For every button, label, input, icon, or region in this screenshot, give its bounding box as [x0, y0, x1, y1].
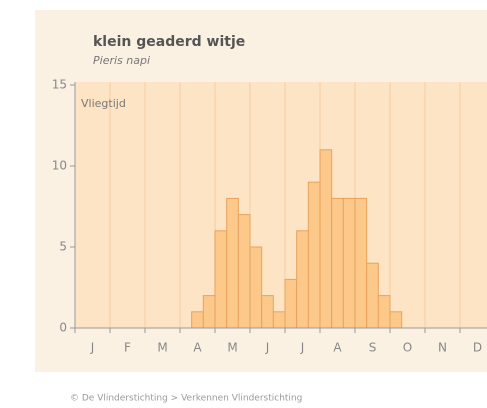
x-tick-label: A: [193, 341, 202, 355]
bar: [342, 197, 356, 329]
y-tick-label: 10: [52, 159, 67, 173]
y-tick-label: 15: [52, 78, 67, 92]
bar: [237, 214, 251, 329]
bar: [284, 278, 298, 329]
bar: [296, 230, 309, 329]
y-tick-label: 0: [59, 321, 67, 335]
x-tick-label: N: [438, 341, 447, 355]
x-tick-label: D: [473, 341, 482, 355]
footer: © De Vlinderstichting > Verkennen Vlinde…: [70, 394, 302, 404]
x-tick-label: M: [227, 341, 237, 355]
bar: [319, 149, 333, 329]
plot-area: [75, 82, 487, 328]
bar: [191, 311, 204, 329]
chart-subtitle: Pieris napi: [93, 54, 150, 67]
x-tick-label: F: [124, 341, 131, 355]
bar: [249, 246, 263, 329]
bar: [366, 262, 379, 329]
bar: [377, 295, 391, 329]
x-tick-label: S: [369, 341, 377, 355]
x-tick-label: A: [333, 341, 342, 355]
x-tick-label: M: [157, 341, 167, 355]
y-tick-label: 5: [59, 240, 67, 254]
bar: [214, 230, 228, 329]
x-tick-label: J: [90, 341, 95, 355]
bar: [307, 181, 321, 329]
x-tick-label: J: [300, 341, 305, 355]
bar: [272, 311, 286, 329]
x-tick-label: O: [403, 341, 412, 355]
annotation: Vliegtijd: [81, 97, 126, 110]
bar: [202, 295, 216, 329]
x-tick-label: J: [265, 341, 270, 355]
bar: [226, 197, 239, 329]
chart-title: klein geaderd witje: [93, 34, 245, 50]
bar: [354, 197, 368, 329]
bar: [261, 295, 274, 329]
bar: [331, 197, 344, 329]
bar: [389, 311, 403, 329]
